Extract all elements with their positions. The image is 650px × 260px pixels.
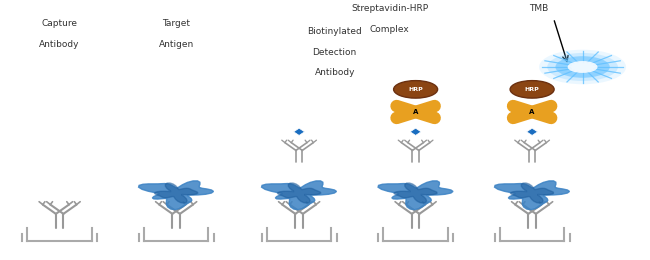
Text: Capture: Capture — [42, 20, 77, 28]
Text: Antibody: Antibody — [40, 40, 80, 49]
Text: Antibody: Antibody — [315, 68, 355, 77]
Circle shape — [510, 81, 554, 98]
Polygon shape — [410, 128, 421, 135]
Polygon shape — [261, 181, 337, 210]
Polygon shape — [495, 181, 569, 210]
Text: Target: Target — [162, 20, 190, 28]
Polygon shape — [278, 183, 320, 203]
Circle shape — [567, 61, 597, 73]
Text: Biotinylated: Biotinylated — [307, 27, 362, 36]
Text: Antigen: Antigen — [159, 40, 194, 49]
Polygon shape — [394, 183, 437, 203]
Circle shape — [539, 50, 626, 84]
Polygon shape — [526, 128, 538, 135]
Polygon shape — [510, 183, 554, 203]
Text: A: A — [413, 109, 419, 115]
Text: HRP: HRP — [525, 87, 540, 92]
Text: A: A — [529, 109, 535, 115]
Text: Complex: Complex — [370, 24, 410, 34]
Circle shape — [547, 53, 618, 81]
Circle shape — [555, 56, 610, 78]
Polygon shape — [138, 181, 214, 210]
Polygon shape — [378, 181, 453, 210]
Circle shape — [394, 81, 437, 98]
Text: HRP: HRP — [408, 87, 423, 92]
Text: TMB: TMB — [529, 4, 548, 13]
Text: Detection: Detection — [313, 48, 357, 57]
Polygon shape — [155, 183, 198, 203]
Polygon shape — [294, 128, 305, 135]
Text: Streptavidin-HRP: Streptavidin-HRP — [351, 4, 428, 13]
